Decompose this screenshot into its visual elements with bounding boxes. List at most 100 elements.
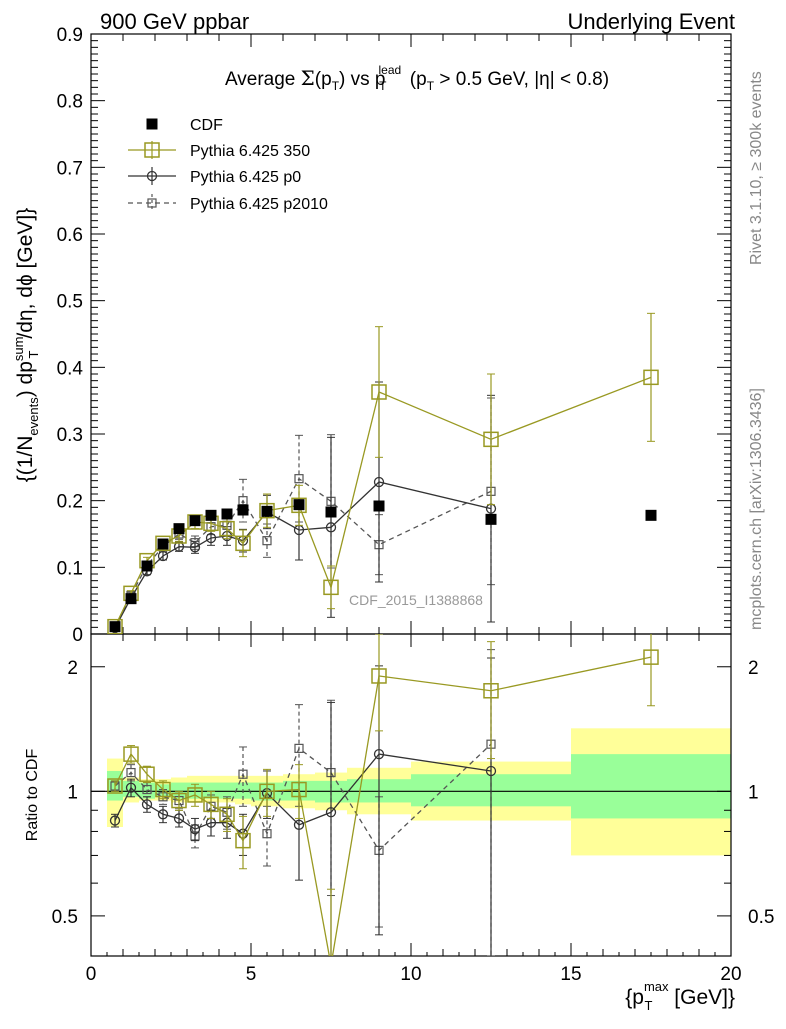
svg-text:{(1/Nevents) dpsumT/dη, dϕ [Ge: {(1/Nevents) dpsumT/dη, dϕ [GeV]} [11,208,41,483]
main-data-point [125,593,137,605]
ratio-data-point [157,809,169,820]
y-tick-label: 0.6 [57,225,83,246]
legend-marker [146,170,158,182]
legend-marker [146,118,158,130]
main-data-point [157,550,169,562]
ratio-data-point [155,781,171,798]
ratio-y-tick-label: 2 [67,658,78,679]
analysis-watermark: CDF_2015_I1388868 [349,592,483,608]
main-data-point [205,509,217,521]
main-data-point [483,431,499,448]
ratio-data-point [238,769,248,779]
ratio-series-line [114,753,492,835]
ratio-y-tick-label: 1 [67,782,78,803]
ratio-data-point [371,668,387,684]
ratio-data-point [294,743,304,753]
ratio-data-point [107,778,123,794]
y-tick-label: 0.1 [57,558,83,579]
main-data-point [205,532,217,544]
main-data-point [371,384,387,400]
main-data-point [157,538,169,550]
x-tick-label: 20 [720,964,741,985]
rivet-version-label: Rivet 3.1.10, ≥ 300k events [748,71,765,265]
band-inner-bin [219,782,235,799]
ratio-data-point [483,683,499,699]
y-tick-label: 0 [72,625,83,646]
ratio-data-point [373,748,385,760]
main-data-point [262,536,272,546]
main-data-point [107,618,123,634]
main-data-point [155,535,171,552]
legend-label: Pythia 6.425 p2010 [190,196,328,213]
main-data-point [187,514,203,530]
legend-marker [144,142,160,158]
legend-label: Pythia 6.425 p0 [190,169,301,186]
ratio-data-point [235,832,251,849]
main-data-point [173,541,185,552]
ratio-series-line [114,743,492,852]
y-tick-label: 0.3 [57,425,83,446]
ratio-data-point [123,746,139,762]
ratio-data-point [109,815,121,826]
band-inner-bin [571,754,731,819]
ratio-y-tick-label: 0.5 [52,907,78,928]
legend: CDF Pythia 6.425 350 Pythia 6.425 p0 Pythia… [128,117,328,213]
main-data-point [293,499,305,511]
ratio-data-point [291,781,307,798]
ratio-y-tick-label-right: 0.5 [748,907,774,928]
ratio-data-point [173,813,185,824]
main-data-point [323,579,339,596]
x-tick-label: 5 [246,964,257,985]
main-data-point [373,476,385,488]
ratio-data-point [325,807,337,818]
x-tick-label: 0 [86,964,97,985]
ratio-data-point [485,765,497,777]
main-data-point [109,621,121,633]
x-axis-label: {pmax T [GeV]} [625,979,735,1013]
x-tick-label: 10 [400,964,421,985]
main-panel-frame [90,33,732,635]
main-data-point [373,500,385,512]
main-data-point [141,560,153,572]
ratio-data-point [125,782,137,793]
ratio-panel-series [107,634,659,956]
y-tick-label: 0.8 [57,92,83,113]
mcplots-label: mcplots.cern.ch [arXiv:1306.3436] [748,388,765,630]
ratio-data-point [643,649,659,665]
header-left-label: 900 GeV ppbar [100,9,249,34]
axes-and-ticks [90,33,732,957]
legend-marker [147,198,157,208]
y-tick-label: 0.5 [57,292,83,313]
band-inner-bin [171,782,187,799]
x-tick-label: 15 [560,964,581,985]
main-data-point [261,505,273,517]
main-data-point [259,502,275,519]
main-data-point [485,513,497,525]
header-right-label: Underlying Event [567,9,735,34]
main-panel-series [107,312,659,634]
ratio-data-point [293,819,305,830]
main-data-point [325,522,337,533]
ratio-uncertainty-bands [91,728,731,856]
main-data-point [189,515,201,527]
main-data-point [291,497,307,514]
legend-label: CDF [190,117,223,134]
ratio-data-point [259,783,275,800]
main-data-point [235,535,251,552]
plot-title: Average Σ(pT) vs plead T (pT > 0.5 GeV, |… [225,63,609,93]
main-data-point [643,369,659,386]
main-data-point [219,520,235,537]
ratio-data-point [171,792,187,809]
ratio-data-point [139,766,155,782]
ratio-data-point [219,806,235,823]
main-data-point [294,474,304,484]
ratio-data-point [189,824,201,835]
y-tick-label: 0.9 [57,25,83,46]
main-data-point [237,504,249,516]
main-data-point [325,506,337,518]
ratio-data-point [142,784,152,795]
main-data-point [221,508,233,520]
y-tick-label: 0.2 [57,492,83,513]
